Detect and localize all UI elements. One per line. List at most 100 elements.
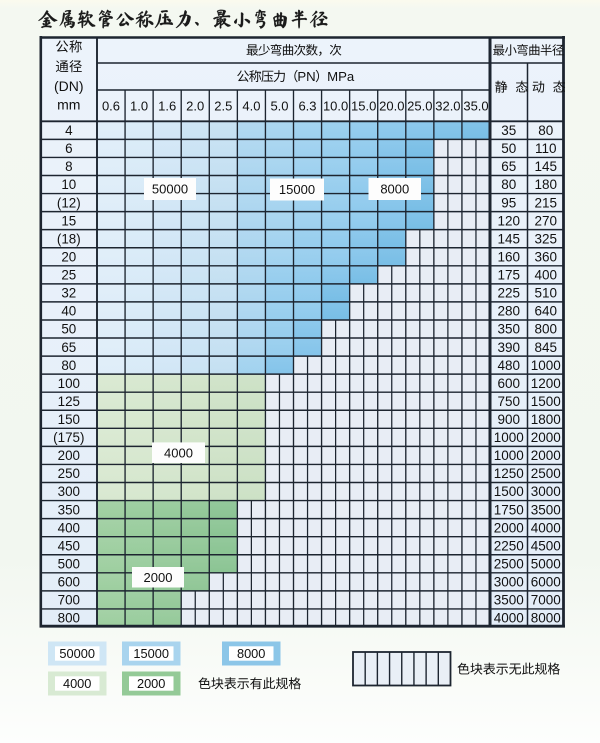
svg-text:15: 15 <box>61 213 76 228</box>
svg-text:600: 600 <box>58 575 80 590</box>
svg-text:800: 800 <box>535 322 558 337</box>
svg-text:350: 350 <box>498 322 521 337</box>
svg-text:175: 175 <box>498 268 521 283</box>
svg-text:mm: mm <box>57 96 80 112</box>
svg-text:225: 225 <box>498 286 521 301</box>
svg-text:145: 145 <box>535 159 558 174</box>
svg-text:80: 80 <box>538 123 553 138</box>
svg-text:32: 32 <box>61 286 76 301</box>
svg-text:270: 270 <box>535 213 558 228</box>
svg-text:5000: 5000 <box>531 557 561 572</box>
svg-text:700: 700 <box>58 593 80 608</box>
svg-text:(12): (12) <box>57 195 81 210</box>
svg-text:4000: 4000 <box>531 520 561 535</box>
svg-text:40: 40 <box>61 304 76 319</box>
svg-text:1200: 1200 <box>531 376 561 391</box>
svg-text:50000: 50000 <box>59 646 95 661</box>
svg-text:280: 280 <box>498 304 521 319</box>
svg-text:180: 180 <box>535 177 558 192</box>
svg-text:(DN): (DN) <box>54 78 84 94</box>
svg-text:25: 25 <box>61 268 76 283</box>
svg-text:215: 215 <box>535 195 558 210</box>
svg-text:65: 65 <box>61 340 76 355</box>
svg-text:2500: 2500 <box>531 466 561 481</box>
svg-text:2.0: 2.0 <box>186 98 204 113</box>
svg-text:15.0: 15.0 <box>351 98 376 113</box>
svg-text:65: 65 <box>501 159 516 174</box>
svg-text:1.6: 1.6 <box>158 98 176 113</box>
svg-text:6: 6 <box>65 141 72 156</box>
svg-text:6000: 6000 <box>531 575 561 590</box>
svg-text:50000: 50000 <box>152 182 188 197</box>
svg-text:MPa: MPa <box>327 69 355 84</box>
svg-text:15000: 15000 <box>279 182 315 197</box>
svg-text:2250: 2250 <box>494 538 524 553</box>
svg-text:0.6: 0.6 <box>102 98 120 113</box>
svg-text:1500: 1500 <box>494 484 524 499</box>
svg-text:3000: 3000 <box>531 484 561 499</box>
svg-text:250: 250 <box>58 466 80 481</box>
svg-text:8: 8 <box>65 159 72 174</box>
svg-text:300: 300 <box>58 484 80 499</box>
svg-text:8000: 8000 <box>237 646 265 661</box>
svg-text:50: 50 <box>61 322 76 337</box>
svg-text:1000: 1000 <box>494 448 524 463</box>
svg-text:80: 80 <box>501 177 516 192</box>
svg-text:PN: PN <box>297 69 315 84</box>
svg-text:10: 10 <box>61 177 76 192</box>
svg-text:1750: 1750 <box>494 502 524 517</box>
svg-text:2000: 2000 <box>494 520 524 535</box>
svg-text:480: 480 <box>498 358 521 373</box>
svg-text:4500: 4500 <box>531 538 561 553</box>
svg-text:800: 800 <box>58 611 80 626</box>
svg-text:35.0: 35.0 <box>463 98 488 113</box>
svg-text:25.0: 25.0 <box>407 98 432 113</box>
svg-text:4000: 4000 <box>494 611 524 626</box>
svg-text:510: 510 <box>535 286 558 301</box>
svg-text:400: 400 <box>535 268 558 283</box>
svg-text:450: 450 <box>58 538 80 553</box>
svg-text:900: 900 <box>498 412 521 427</box>
svg-text:145: 145 <box>498 231 521 246</box>
svg-text:750: 750 <box>498 394 521 409</box>
svg-text:200: 200 <box>58 448 80 463</box>
svg-text:95: 95 <box>501 195 516 210</box>
svg-text:150: 150 <box>58 412 80 427</box>
svg-text:8000: 8000 <box>380 182 409 197</box>
svg-text:2000: 2000 <box>531 430 561 445</box>
svg-text:4: 4 <box>65 123 73 138</box>
svg-text:2000: 2000 <box>137 676 165 691</box>
svg-text:120: 120 <box>498 213 521 228</box>
svg-text:3000: 3000 <box>494 575 524 590</box>
svg-text:400: 400 <box>58 520 80 535</box>
svg-text:35: 35 <box>501 123 516 138</box>
svg-text:4000: 4000 <box>164 445 193 460</box>
svg-text:845: 845 <box>535 340 558 355</box>
svg-text:3500: 3500 <box>531 502 561 517</box>
svg-text:2000: 2000 <box>144 570 173 585</box>
svg-text:1000: 1000 <box>494 430 524 445</box>
svg-text:20.0: 20.0 <box>379 98 404 113</box>
svg-text:360: 360 <box>535 250 558 265</box>
svg-text:100: 100 <box>58 376 80 391</box>
svg-text:15000: 15000 <box>133 646 169 661</box>
svg-text:10.0: 10.0 <box>323 98 348 113</box>
svg-text:1800: 1800 <box>531 412 561 427</box>
svg-text:1.0: 1.0 <box>130 98 148 113</box>
svg-text:50: 50 <box>501 141 516 156</box>
svg-text:3500: 3500 <box>494 593 524 608</box>
svg-text:600: 600 <box>498 376 521 391</box>
svg-text:8000: 8000 <box>531 611 561 626</box>
svg-text:4000: 4000 <box>63 676 91 691</box>
svg-text:1500: 1500 <box>531 394 561 409</box>
svg-text:325: 325 <box>535 231 558 246</box>
svg-text:(175): (175) <box>53 430 84 445</box>
svg-text:7000: 7000 <box>531 593 561 608</box>
svg-text:2.5: 2.5 <box>214 98 232 113</box>
svg-text:(18): (18) <box>57 231 81 246</box>
svg-text:2000: 2000 <box>531 448 561 463</box>
svg-text:350: 350 <box>58 502 80 517</box>
svg-text:1000: 1000 <box>531 358 561 373</box>
svg-text:4.0: 4.0 <box>242 98 260 113</box>
svg-text:390: 390 <box>498 340 521 355</box>
